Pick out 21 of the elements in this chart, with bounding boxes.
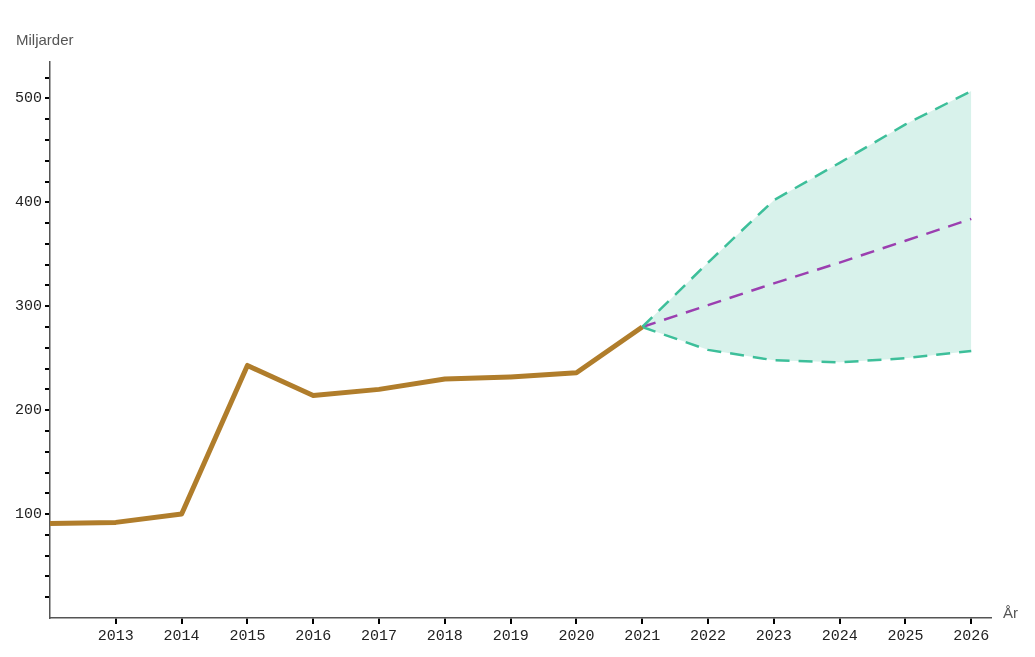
x-tick-label: 2021 — [624, 627, 661, 645]
x-tick-label: 2020 — [558, 627, 595, 645]
y-tick-label: 100 — [14, 506, 42, 524]
x-tick-label: 2025 — [887, 627, 924, 645]
x-tick-label: 2019 — [492, 627, 529, 645]
x-tick-label: 2017 — [361, 627, 398, 645]
x-tick-label: 2026 — [953, 627, 990, 645]
x-tick-label: 2022 — [690, 627, 727, 645]
y-tick-label: 400 — [14, 194, 42, 212]
y-tick-label: 300 — [14, 298, 42, 316]
x-tick-label: 2015 — [229, 627, 266, 645]
y-tick-label: 500 — [14, 90, 42, 108]
x-tick-label: 2024 — [821, 627, 858, 645]
x-tick-label: 2023 — [755, 627, 792, 645]
x-axis-title: År — [1003, 604, 1018, 622]
x-tick-label: 2016 — [295, 627, 332, 645]
y-axis-title: Miljarder — [16, 30, 74, 48]
x-tick-label: 2018 — [426, 627, 463, 645]
x-tick-label: 2013 — [97, 627, 134, 645]
x-tick-label: 2014 — [163, 627, 200, 645]
y-tick-label: 200 — [14, 402, 42, 420]
